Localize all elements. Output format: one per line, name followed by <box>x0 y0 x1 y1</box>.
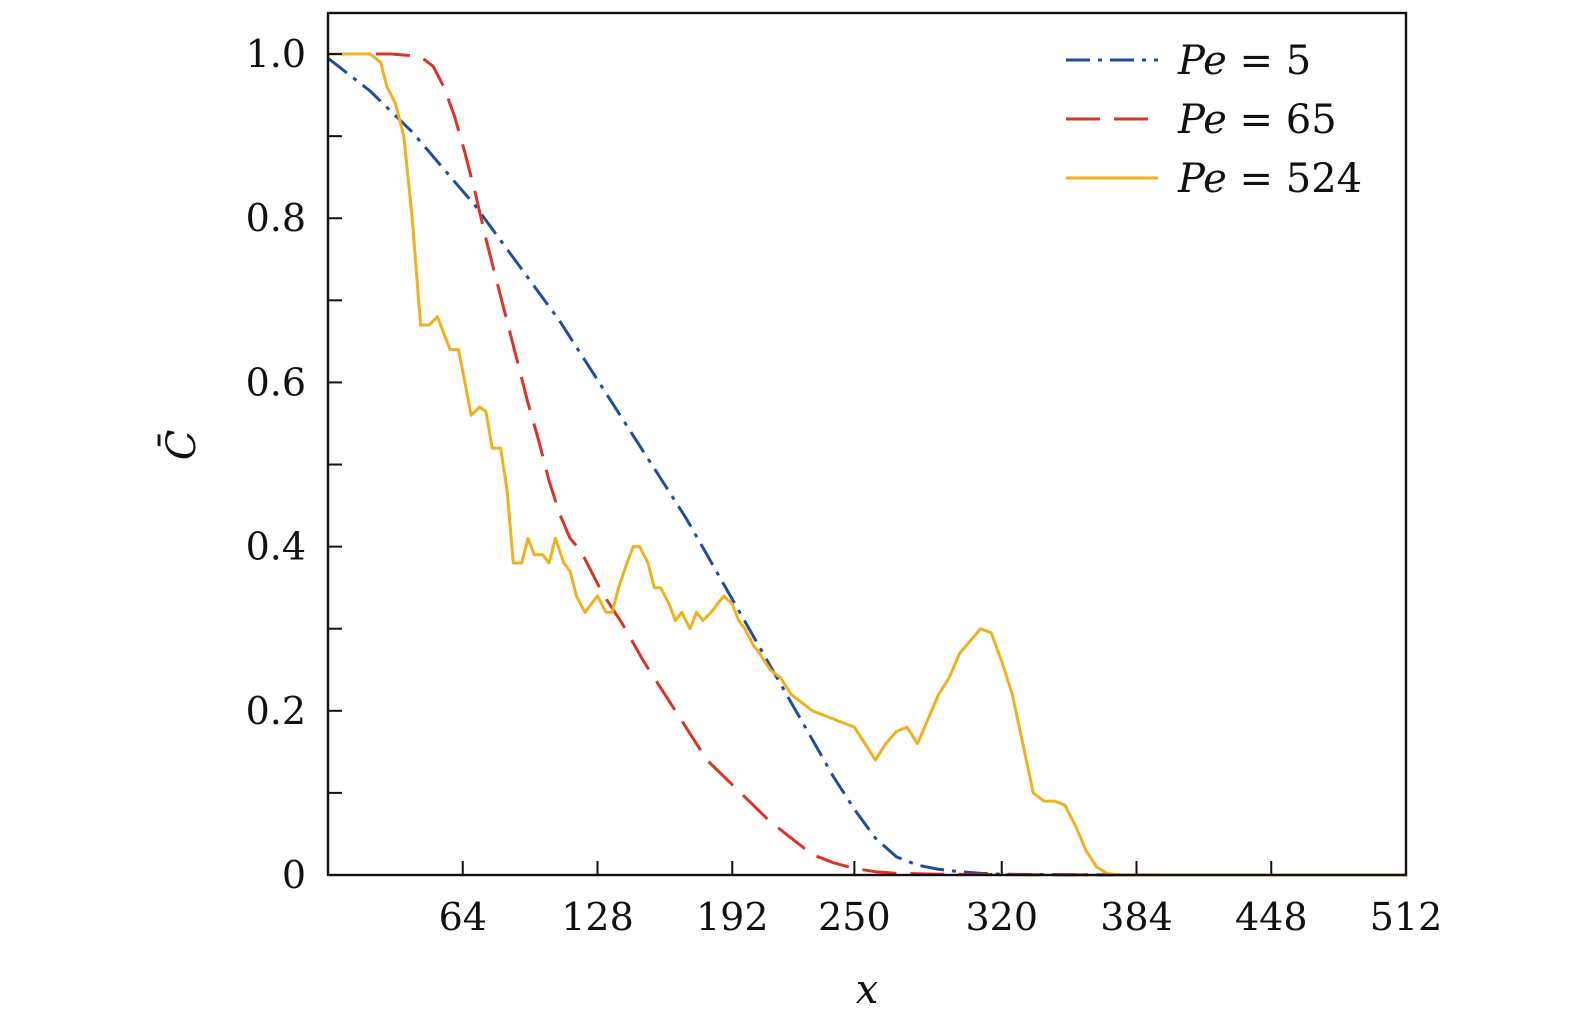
x-tick-label: 448 <box>1235 895 1308 939</box>
y-tick-label: 0.2 <box>246 689 306 733</box>
legend-label-0: Pe = 5 <box>1177 38 1311 84</box>
legend: Pe = 5 Pe = 65 Pe = 524 <box>1066 38 1362 202</box>
y-tick-label: 1.0 <box>246 32 306 76</box>
ticks-layer: 64 128 192 250 320 384 448 512 0 0.2 0.4 0.6 0.8 1.0 <box>246 32 1443 939</box>
series-line-2 <box>328 52 1406 877</box>
y-tick-label: 0.6 <box>246 360 306 404</box>
series-line-1 <box>328 52 1406 877</box>
x-tick-label: 128 <box>561 895 634 939</box>
x-tick-label: 192 <box>696 895 769 939</box>
x-axis-title: x <box>856 967 879 1013</box>
legend-label-2: Pe = 524 <box>1177 156 1362 202</box>
x-tick-label: 320 <box>965 895 1038 939</box>
y-axis-title: C̄ <box>158 430 205 461</box>
x-tick-label: 64 <box>439 895 487 939</box>
series-line-0 <box>327 57 1406 877</box>
y-tick-label: 0 <box>282 853 306 897</box>
series-layer <box>327 52 1406 877</box>
legend-label-1: Pe = 65 <box>1177 97 1337 143</box>
y-tick-label: 0.8 <box>246 196 306 240</box>
plot-frame <box>326 11 1408 877</box>
x-tick-label: 512 <box>1370 895 1443 939</box>
x-tick-label: 250 <box>818 895 891 939</box>
x-tick-label: 384 <box>1100 895 1173 939</box>
y-tick-label: 0.4 <box>246 525 306 569</box>
